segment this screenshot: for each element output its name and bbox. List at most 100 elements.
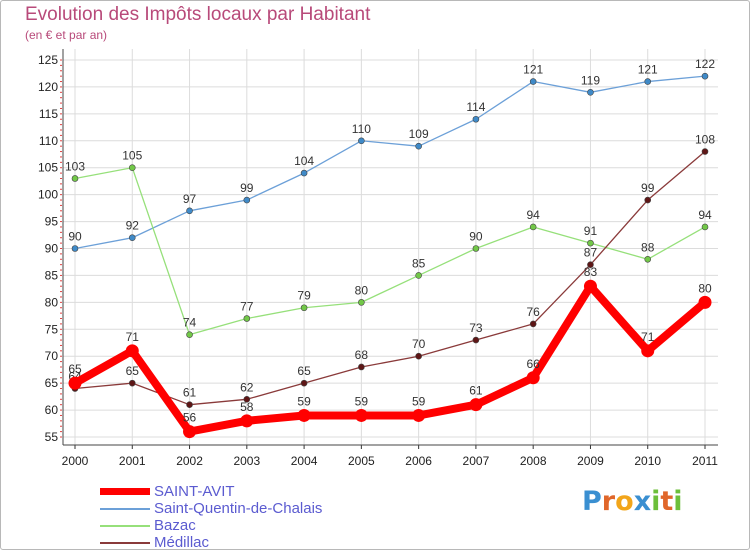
data-point-saint-avit <box>68 376 82 390</box>
y-tick-label: 75 <box>45 322 59 336</box>
data-point-medillac <box>472 336 480 344</box>
data-label-saint-avit: 56 <box>183 411 197 425</box>
data-label-bazac: 74 <box>183 316 197 330</box>
data-label-bazac: 90 <box>469 230 483 244</box>
data-point-bazac <box>587 239 594 247</box>
data-point-saint-avit <box>297 408 311 422</box>
data-label-saint-quentin-de-chalais: 122 <box>695 57 715 71</box>
data-point-bazac <box>472 245 480 252</box>
y-tick-label: 105 <box>38 161 58 175</box>
data-label-medillac: 73 <box>469 321 483 335</box>
data-label-bazac: 94 <box>698 208 712 222</box>
data-label-saint-avit: 61 <box>469 384 483 398</box>
data-label-saint-avit: 65 <box>68 362 82 376</box>
data-label-medillac: 99 <box>641 181 655 195</box>
data-point-bazac <box>644 255 652 263</box>
data-point-saint-quentin-de-chalais <box>186 207 193 215</box>
data-label-saint-avit: 58 <box>240 400 254 414</box>
legend-swatch-medillac <box>100 542 150 544</box>
legend-label-saint-quentin-de-chalais: Saint-Quentin-de-Chalais <box>154 500 323 517</box>
data-label-saint-avit: 71 <box>641 330 655 344</box>
data-label-medillac: 65 <box>126 364 140 378</box>
data-point-bazac <box>701 223 709 231</box>
y-tick-label: 65 <box>45 376 59 390</box>
data-point-medillac <box>186 401 193 408</box>
data-label-saint-avit: 59 <box>412 394 426 408</box>
data-point-medillac <box>415 352 422 360</box>
x-tick-label: 2000 <box>62 454 89 468</box>
data-point-medillac <box>644 196 652 204</box>
data-label-medillac: 65 <box>297 364 311 378</box>
logo-letter: i <box>673 486 683 517</box>
logo-letter: i <box>651 486 661 517</box>
series-line-bazac <box>74 167 706 336</box>
y-tick-label: 110 <box>39 134 58 148</box>
y-tick-label: 125 <box>38 53 58 67</box>
data-label-bazac: 94 <box>527 208 541 222</box>
data-point-saint-quentin-de-chalais <box>472 115 480 123</box>
data-label-saint-quentin-de-chalais: 104 <box>294 154 314 168</box>
data-point-saint-quentin-de-chalais <box>701 72 709 80</box>
legend-label-medillac: Médillac <box>154 534 210 551</box>
legend-swatch-saint-quentin-de-chalais <box>100 508 150 510</box>
data-label-medillac: 70 <box>412 337 426 351</box>
x-tick-label: 2008 <box>520 454 547 468</box>
data-label-saint-quentin-de-chalais: 97 <box>183 192 197 206</box>
series-line-saint-avit <box>71 282 709 436</box>
data-label-bazac: 85 <box>412 256 426 270</box>
logo-letter: x <box>633 486 652 517</box>
data-label-saint-avit: 71 <box>126 330 140 344</box>
logo-letter: t <box>660 486 674 517</box>
data-point-bazac <box>186 331 193 338</box>
data-label-bazac: 79 <box>297 289 311 303</box>
data-label-bazac: 77 <box>240 300 254 314</box>
logo-letter: P <box>582 486 602 517</box>
y-tick-label: 85 <box>45 268 59 282</box>
data-label-saint-quentin-de-chalais: 121 <box>523 63 543 77</box>
data-label-saint-quentin-de-chalais: 99 <box>240 181 254 195</box>
data-label-saint-avit: 66 <box>527 357 541 371</box>
data-point-medillac <box>358 363 365 371</box>
data-label-saint-avit: 59 <box>297 394 311 408</box>
data-point-saint-quentin-de-chalais <box>587 89 594 96</box>
data-point-saint-avit <box>412 408 426 422</box>
data-point-saint-avit <box>183 425 197 439</box>
data-point-bazac <box>358 299 365 306</box>
y-tick-label: 55 <box>45 430 59 444</box>
data-label-medillac: 62 <box>240 380 254 394</box>
data-point-bazac <box>128 164 136 172</box>
y-tick-label: 115 <box>39 107 58 121</box>
x-tick-label: 2006 <box>405 454 432 468</box>
y-tick-label: 95 <box>45 215 59 229</box>
data-label-saint-avit: 83 <box>584 265 598 279</box>
logo-letter: o <box>615 486 634 517</box>
data-label-bazac: 88 <box>641 240 655 254</box>
data-label-saint-quentin-de-chalais: 119 <box>581 73 600 87</box>
x-tick-label: 2004 <box>291 454 318 468</box>
data-label-medillac: 61 <box>183 386 197 400</box>
data-label-saint-quentin-de-chalais: 90 <box>68 230 82 244</box>
data-point-medillac <box>701 148 709 155</box>
data-label-saint-quentin-de-chalais: 121 <box>638 63 658 77</box>
logo-letter: r <box>601 486 616 517</box>
data-point-medillac <box>300 379 308 387</box>
data-label-bazac: 91 <box>584 224 598 238</box>
x-tick-label: 2001 <box>119 454 146 468</box>
data-label-saint-avit: 80 <box>698 281 712 295</box>
data-point-medillac <box>529 320 537 328</box>
y-tick-label: 90 <box>45 242 59 256</box>
data-label-bazac: 103 <box>65 159 85 173</box>
data-point-saint-avit <box>354 408 368 422</box>
y-tick-label: 120 <box>38 80 58 94</box>
data-label-saint-avit: 59 <box>355 394 369 408</box>
data-point-bazac <box>71 175 79 182</box>
chart-title: Evolution des Impôts locaux par Habitant <box>25 4 371 25</box>
data-point-saint-avit <box>583 279 597 293</box>
data-point-saint-quentin-de-chalais <box>71 245 79 252</box>
data-point-saint-avit <box>125 344 139 358</box>
series-line-saint-quentin-de-chalais <box>74 75 706 250</box>
legend-swatch-bazac <box>100 525 150 527</box>
x-tick-label: 2010 <box>634 454 661 468</box>
x-tick-label: 2007 <box>463 454 490 468</box>
